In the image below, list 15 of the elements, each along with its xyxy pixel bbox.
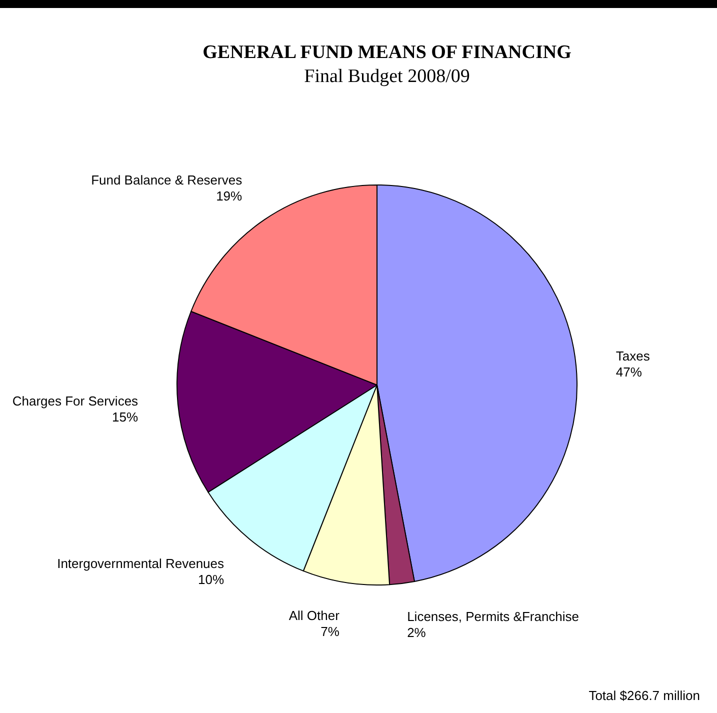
data-label: 10% [198, 572, 224, 587]
slice-label: Licenses, Permits &Franchise [407, 609, 580, 624]
slice-label: Intergovernmental Revenues [57, 556, 225, 571]
data-label: 19% [216, 188, 243, 204]
text: Total $266.7 million [588, 688, 700, 703]
data-label: 15% [112, 410, 138, 425]
slice-label: Charges For Services [12, 394, 139, 409]
chart-title: GENERAL FUND MEANS OF FINANCING [202, 42, 572, 63]
slice-label: Fund Balance & Reserves [91, 172, 243, 188]
slice-label: All Other [288, 608, 340, 624]
data-label: 47% [616, 364, 642, 380]
chart-subtitle: Final Budget 2008/09 [304, 66, 470, 87]
data-label: 7% [320, 624, 340, 640]
data-label: 2% [407, 625, 426, 640]
slice-label: Taxes [616, 348, 650, 364]
